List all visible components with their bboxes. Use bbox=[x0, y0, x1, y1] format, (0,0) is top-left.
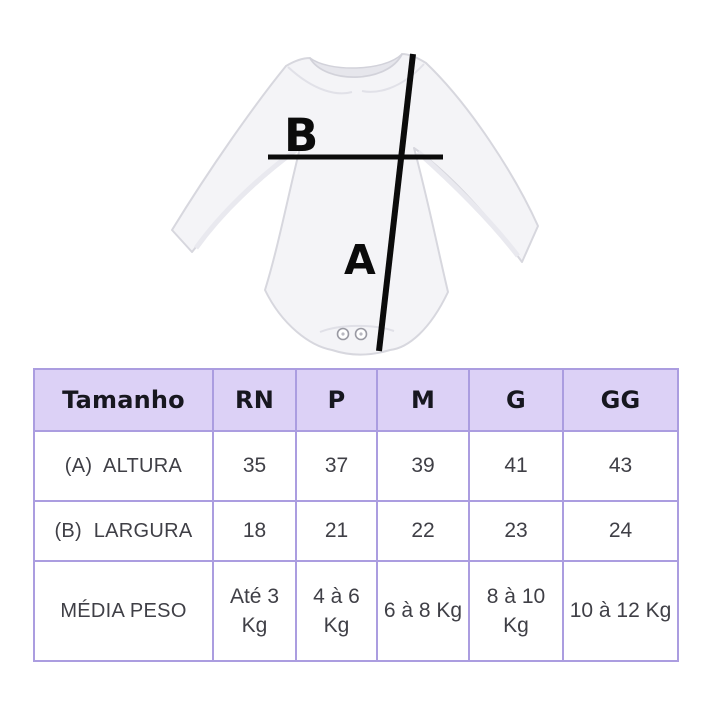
largura-m: 22 bbox=[376, 500, 470, 562]
altura-gg: 43 bbox=[562, 430, 679, 502]
peso-rn: Até 3 Kg bbox=[212, 560, 297, 662]
measure-label-b: B bbox=[284, 109, 318, 162]
snap-button-hole bbox=[359, 332, 363, 336]
crotch-hem bbox=[319, 324, 395, 333]
shoulder-flap-right bbox=[361, 63, 425, 93]
measure-label-a: A bbox=[344, 236, 376, 284]
shoulder-flap-left bbox=[287, 66, 353, 95]
neckline bbox=[309, 53, 403, 78]
table-row-media-peso: MÉDIA PESO Até 3 Kg 4 à 6 Kg 6 à 8 Kg 8 … bbox=[33, 560, 679, 662]
measure-line-a-height bbox=[376, 53, 416, 352]
col-header-p: P bbox=[295, 368, 378, 432]
bodysuit-shape bbox=[171, 53, 539, 356]
altura-g: 41 bbox=[468, 430, 564, 502]
largura-rn: 18 bbox=[212, 500, 297, 562]
col-header-m: M bbox=[376, 368, 470, 432]
peso-m: 6 à 8 Kg bbox=[376, 560, 470, 662]
largura-g: 23 bbox=[468, 500, 564, 562]
col-header-tamanho: Tamanho bbox=[33, 368, 214, 432]
peso-g: 8 à 10 Kg bbox=[468, 560, 564, 662]
peso-gg: 10 à 12 Kg bbox=[562, 560, 679, 662]
altura-m: 39 bbox=[376, 430, 470, 502]
largura-gg: 24 bbox=[562, 500, 679, 562]
table-row-altura: (A) ALTURA 35 37 39 41 43 bbox=[33, 430, 679, 502]
col-header-gg: GG bbox=[562, 368, 679, 432]
altura-p: 37 bbox=[295, 430, 378, 502]
table-row-largura: (B) LARGURA 18 21 22 23 24 bbox=[33, 500, 679, 562]
col-header-rn: RN bbox=[212, 368, 297, 432]
row-label-media-peso: MÉDIA PESO bbox=[33, 560, 214, 662]
table-header-row: Tamanho RN P M G GG bbox=[33, 368, 679, 432]
sleeve-crease-right bbox=[416, 150, 520, 258]
size-chart-table: Tamanho RN P M G GG (A) ALTURA 35 37 39 … bbox=[33, 368, 679, 662]
peso-p: 4 à 6 Kg bbox=[295, 560, 378, 662]
row-label-altura: (A) ALTURA bbox=[33, 430, 214, 502]
altura-rn: 35 bbox=[212, 430, 297, 502]
bodysuit-measure-diagram: B A bbox=[171, 53, 539, 356]
snap-button-hole bbox=[341, 332, 345, 336]
row-label-largura: (B) LARGURA bbox=[33, 500, 214, 562]
sleeve-crease-left bbox=[193, 147, 298, 250]
largura-p: 21 bbox=[295, 500, 378, 562]
col-header-g: G bbox=[468, 368, 564, 432]
